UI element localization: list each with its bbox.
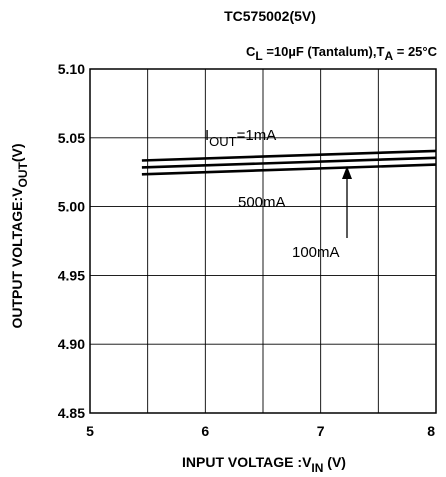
label-100ma: 100mA: [292, 244, 340, 261]
iout-annotation: IOUT=1mA: [205, 127, 276, 149]
series-line-1ma: [141, 149, 437, 162]
x-tick-label: 7: [317, 423, 325, 439]
x-tick-label: 6: [201, 423, 209, 439]
y-tick-label: 5.10: [58, 61, 85, 77]
x-tick-label: 8: [427, 423, 435, 439]
tick-labels: 4.85 4.90 4.95 5.00 5.05 5.10 5 6 7 8: [58, 61, 435, 439]
series-line-500ma: [141, 156, 437, 169]
series-line-100ma: [141, 163, 437, 176]
grid-lines: [90, 69, 436, 413]
data-series: [141, 149, 437, 176]
x-axis-label: INPUT VOLTAGE :VIN (V): [182, 454, 346, 475]
plot-frame: [89, 68, 437, 414]
chart-conditions: CL =10µF (Tantalum),TA = 25°C: [246, 44, 438, 63]
annotation-arrow-head: [342, 166, 352, 179]
x-tick-label: 5: [86, 423, 94, 439]
y-tick-label: 4.95: [58, 267, 85, 283]
y-tick-label: 4.90: [58, 336, 85, 352]
y-tick-label: 5.05: [58, 130, 85, 146]
label-500ma: 500mA: [238, 194, 286, 211]
y-tick-label: 4.85: [58, 405, 85, 421]
chart-title: TC575002(5V): [224, 8, 316, 24]
y-tick-label: 5.00: [58, 199, 85, 215]
y-axis-label: OUTPUT VOLTAGE:VOUT(V): [9, 143, 30, 328]
